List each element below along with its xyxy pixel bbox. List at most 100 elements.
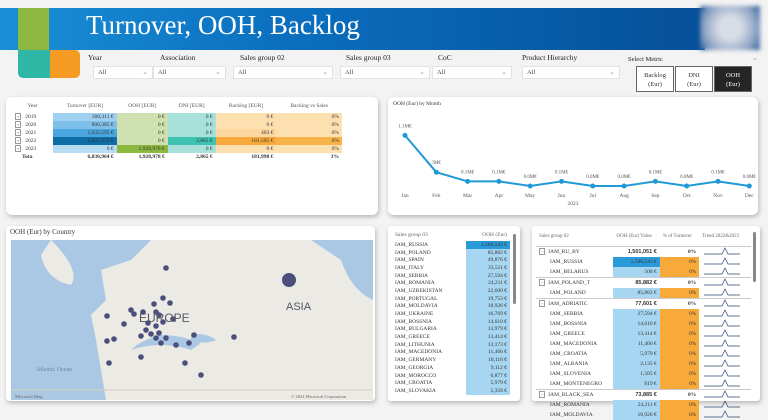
map-bubble[interactable] [153,335,159,341]
table-row[interactable]: +2021 1,632,595 €0 €0 €403 €0% [12,129,342,137]
table-row[interactable]: IAM_SERBIA 27,594 € [392,271,510,280]
table-row[interactable]: − IAM_BLACK_SEA 73,885 € 0% [536,389,751,400]
map-bubble[interactable] [163,335,169,341]
map-bubble[interactable] [148,331,154,337]
table-row[interactable]: IAM_MACEDONIA 11,466 € [392,348,510,357]
table-row[interactable]: +2020 800,385 €0 €0 €0 €0% [12,121,342,129]
collapse-icon[interactable]: − [539,390,546,398]
table-row[interactable]: IAM_SERBIA 27,594 €0% [536,308,751,319]
table-row[interactable]: IAM_CROATIA 5,979 €0% [536,348,751,359]
map-bubble[interactable] [104,338,110,344]
table-row[interactable]: IAM_BULGARIA 13,979 € [392,325,510,334]
map-bubble[interactable] [106,360,112,366]
table-row[interactable]: +2023 0 €1,928,978 €0 €0 €0% [12,145,342,153]
column-header[interactable]: OOH (Eur) Value [616,234,652,240]
column-header[interactable]: % of Turnover [662,234,692,240]
map-bubble[interactable] [186,340,192,346]
filter-dropdown[interactable]: All ⌄ [340,66,430,79]
expand-icon[interactable]: + [15,121,22,128]
map-bubble[interactable] [198,372,204,378]
data-point[interactable] [621,183,627,189]
table-row[interactable]: IAM_ALBANIA 2,135 €0% [536,358,751,369]
table-row[interactable]: IAM_GREECE 13,414 €0% [536,328,751,339]
data-point[interactable] [433,169,439,175]
column-header[interactable]: Sales group 02 [539,234,569,240]
column-header[interactable]: DNI [EUR] [178,103,205,109]
map-bubble[interactable] [163,265,169,271]
column-header[interactable]: Backlog [EUR] [228,103,264,109]
metric-option[interactable]: DNI (Eur) [675,66,713,92]
scrollbar[interactable] [513,234,516,304]
table-row[interactable]: IAM_UKRAINE 16,769 € [392,310,510,318]
metric-option[interactable]: Backlog (Eur) [636,66,674,92]
map-bubble[interactable] [128,307,134,313]
table-row[interactable]: IAM_GREECE 13,414 € [392,333,510,341]
map-bubble[interactable] [131,311,137,317]
table-row[interactable]: IAM_POLAND 85,882 € [392,248,510,257]
data-point[interactable] [465,178,471,184]
map-bubble[interactable] [143,327,149,333]
table-row[interactable]: IAM_CROATIA 5,979 € [392,379,510,388]
map-bubble[interactable] [182,360,188,366]
map-bubble[interactable] [231,334,237,340]
expand-icon[interactable]: + [15,137,22,144]
filter-dropdown[interactable]: All ⌄ [233,66,333,79]
map-bubble[interactable] [138,354,144,360]
expand-icon[interactable]: + [15,129,22,136]
map[interactable]: EUROPE ASIA Atlantic Ocean Microsoft Bin… [11,240,373,400]
data-point[interactable] [559,178,564,184]
table-row[interactable]: − IAM_POLAND_T 85,882 € 0% [536,277,751,288]
collapse-icon[interactable]: − [539,299,546,307]
column-header[interactable]: Year [27,103,38,109]
map-bubble[interactable] [138,333,144,339]
map-bubble[interactable] [153,323,159,329]
map-bubble[interactable] [151,301,157,307]
table-row[interactable]: IAM_MACEDONIA 11,466 €0% [536,338,751,349]
table-row[interactable]: IAM_SLOVAKIA 5,358 € [392,387,510,395]
filter-dropdown[interactable]: All ⌄ [432,66,512,79]
map-bubble[interactable] [160,319,166,325]
map-bubble[interactable] [160,295,166,301]
column-header[interactable]: Turnover [EUR] [66,103,103,109]
map-bubble[interactable] [173,342,179,348]
table-row[interactable]: IAM_MOLDAVIA 18,926 € [392,302,510,311]
data-point[interactable] [715,178,721,184]
expand-icon[interactable]: + [15,113,22,120]
chevron-down-icon[interactable]: ⌄ [752,54,758,62]
column-header[interactable]: Sales group 03 [395,232,428,238]
data-point[interactable] [496,178,502,184]
filter-dropdown[interactable]: All ⌄ [93,66,153,79]
filter-dropdown[interactable]: All ⌄ [522,66,620,79]
column-header[interactable]: Backlog vs Sales [290,103,328,109]
table-row[interactable]: IAM_SPAIN 49,876 € [392,256,510,265]
map-bubble[interactable] [167,300,173,306]
data-point[interactable] [590,183,596,189]
scrollbar[interactable] [753,232,756,282]
column-header[interactable]: Trend 2022&2023 [702,234,740,240]
table-row[interactable]: IAM_RUSSIA 1,500,543 € [392,241,510,249]
table-row[interactable]: IAM_BELARUS 508 €0% [536,266,751,277]
table-row[interactable]: IAM_MOROCCO 6,877 € [392,371,510,380]
table-row[interactable]: IAM_SLOVENIA 1,585 €0% [536,368,751,379]
map-bubble[interactable] [145,320,151,326]
map-bubble[interactable] [140,309,146,315]
collapse-icon[interactable]: − [539,247,546,255]
map-bubble-russia[interactable] [282,273,296,287]
map-bubble[interactable] [156,330,162,336]
table-row[interactable]: IAM_RUSSIA 1,500,543 €0% [536,256,751,267]
column-header[interactable]: OOH (Eur) [482,232,507,238]
table-row[interactable]: +2019 300,311 €0 €0 €0 €0% [12,113,342,121]
table-row[interactable]: IAM_ROMANIA 24,211 € [392,279,510,288]
table-row[interactable]: IAM_ITALY 33,511 € [392,264,510,272]
map-bubble[interactable] [170,316,176,322]
table-row[interactable]: IAM_BOSSNIA 14,610 €0% [536,318,751,329]
map-bubble[interactable] [158,340,164,346]
table-row[interactable]: IAM_ROMANIA 24,211 €0% [536,399,751,410]
map-bubble[interactable] [156,312,162,318]
map-bubble[interactable] [191,332,197,338]
map-bubble[interactable] [121,321,127,327]
table-row[interactable]: +2022 4,097,673 €0 €2,865 €181,595 €0% [12,137,342,145]
data-point[interactable] [746,183,752,189]
table-row[interactable]: IAM_UZBEKISTAN 22,600 € [392,287,510,295]
table-row[interactable]: IAM_MOLDAVIA 18,926 €0% [536,409,751,420]
